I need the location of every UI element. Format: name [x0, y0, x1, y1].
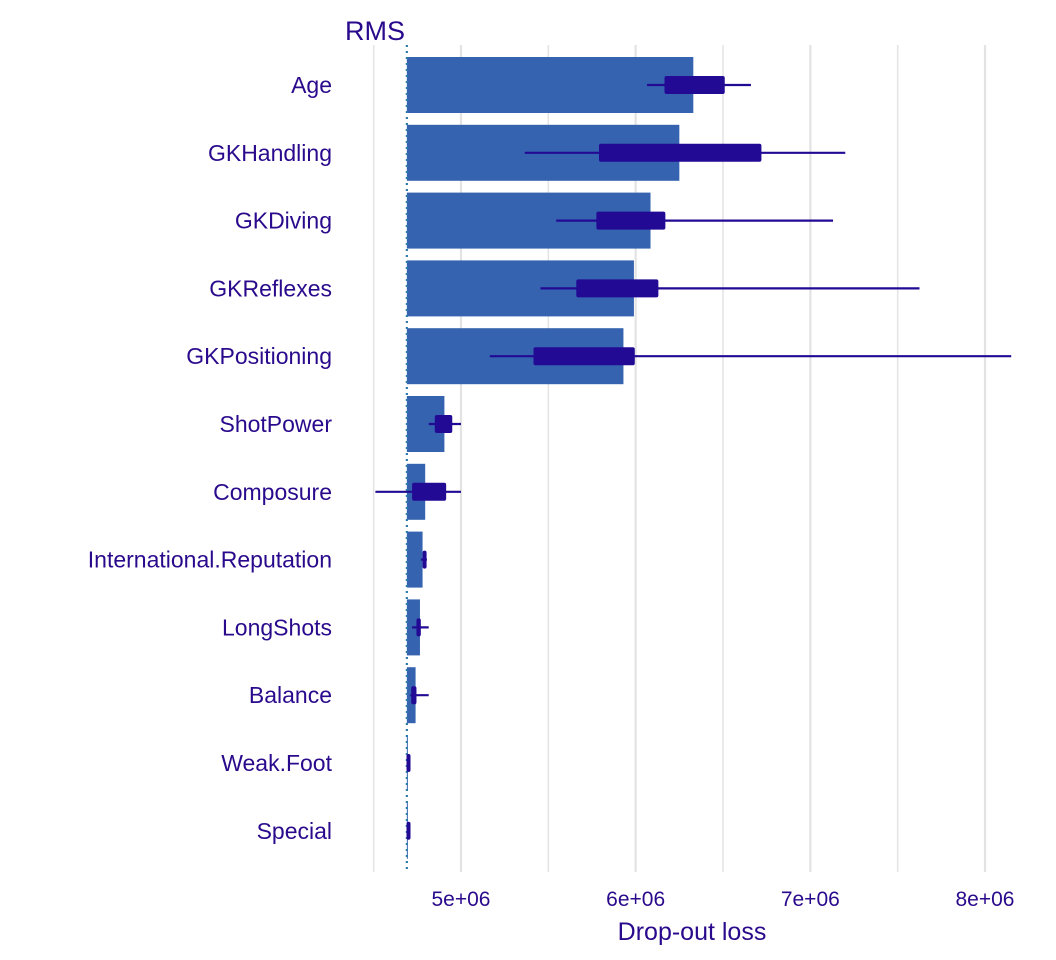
box-gkdiving: [596, 211, 666, 230]
category-label: GKPositioning: [186, 343, 332, 369]
category-labels: Age GKHandling GKDiving GKReflexes GKPositio…: [88, 72, 333, 844]
box-international-reputation: [422, 550, 427, 569]
box-balance: [411, 686, 417, 705]
x-axis-title: Drop-out loss: [618, 918, 767, 946]
x-tick-label: 7e+06: [781, 888, 840, 911]
box-special: [406, 821, 411, 840]
x-tick-label: 6e+06: [606, 888, 665, 911]
box-age: [664, 76, 725, 94]
box-composure: [412, 482, 447, 501]
box-gkreflexes: [576, 279, 659, 298]
category-label: LongShots: [222, 614, 332, 640]
category-label: International.Reputation: [88, 547, 332, 573]
gridlines: [372, 45, 987, 872]
category-label: ShotPower: [219, 411, 332, 437]
category-label: Composure: [213, 479, 332, 505]
category-label: GKReflexes: [209, 275, 332, 301]
category-label: GKHandling: [208, 140, 332, 166]
boxplots: [375, 76, 1012, 840]
bar-international-reputation: [406, 531, 423, 588]
category-label: Age: [291, 72, 332, 98]
chart-title: RMS: [345, 16, 405, 46]
category-label: Special: [257, 818, 332, 844]
bars: [406, 57, 694, 859]
x-tick-label: 5e+06: [432, 888, 491, 911]
box-gkpositioning: [533, 347, 635, 366]
category-label: GKDiving: [235, 208, 332, 234]
box-gkhandling: [598, 143, 762, 162]
bar-age: [406, 57, 694, 113]
box-longshots: [416, 618, 421, 637]
category-label: Weak.Foot: [221, 750, 332, 776]
box-weak-foot: [406, 754, 411, 772]
x-tick-label: 8e+06: [956, 888, 1015, 911]
box-shotpower: [434, 415, 453, 433]
category-label: Balance: [249, 682, 332, 708]
x-axis-ticks: 5e+06 6e+06 7e+06 8e+06: [432, 888, 1015, 911]
